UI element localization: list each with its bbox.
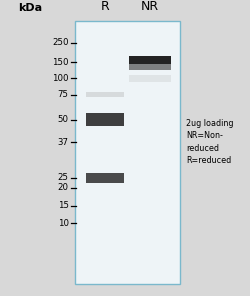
Text: NR: NR <box>141 0 159 13</box>
Text: 15: 15 <box>58 201 69 210</box>
Bar <box>129 56 171 64</box>
Bar <box>86 113 124 126</box>
Bar <box>129 64 171 70</box>
Text: 75: 75 <box>58 90 69 99</box>
Text: 25: 25 <box>58 173 69 182</box>
Text: 250: 250 <box>52 38 69 47</box>
Text: 10: 10 <box>58 219 69 228</box>
Text: R: R <box>100 0 110 13</box>
Text: 2ug loading
NR=Non-
reduced
R=reduced: 2ug loading NR=Non- reduced R=reduced <box>186 119 234 165</box>
Text: 150: 150 <box>52 58 69 67</box>
Text: 100: 100 <box>52 74 69 83</box>
Text: kDa: kDa <box>18 3 42 13</box>
Bar <box>129 75 171 82</box>
Bar <box>86 173 124 183</box>
Text: 20: 20 <box>58 184 69 192</box>
Text: 37: 37 <box>58 138 69 147</box>
Bar <box>75 21 180 284</box>
Bar <box>86 92 124 97</box>
Text: 50: 50 <box>58 115 69 124</box>
